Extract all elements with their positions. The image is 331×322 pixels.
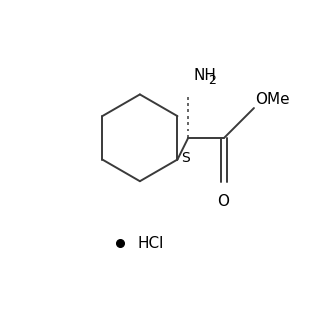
- Text: OMe: OMe: [255, 92, 290, 107]
- Text: NH: NH: [193, 68, 216, 83]
- Text: S: S: [181, 151, 190, 166]
- Text: O: O: [217, 194, 229, 209]
- Text: HCl: HCl: [137, 236, 164, 251]
- Text: 2: 2: [209, 74, 216, 87]
